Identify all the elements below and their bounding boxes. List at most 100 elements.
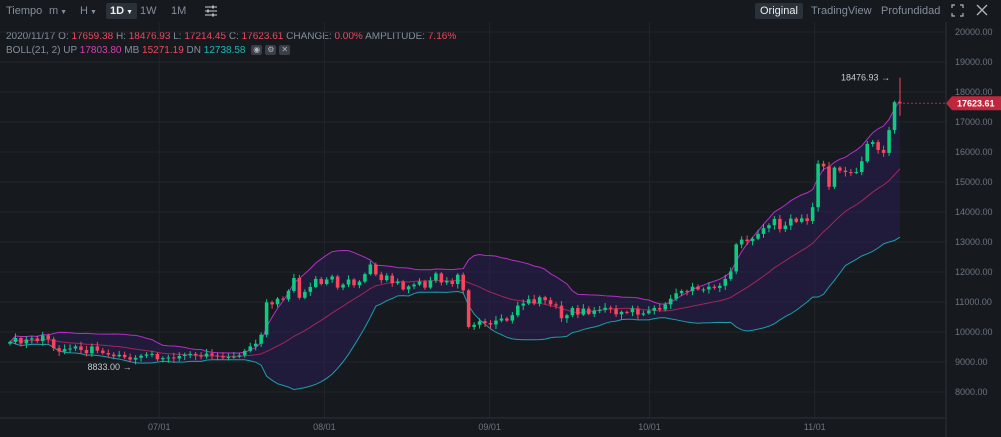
candle — [352, 278, 356, 288]
high-value: 18476.93 — [128, 31, 171, 42]
candle-body — [881, 149, 886, 153]
candle-body — [668, 298, 673, 305]
view-original-tab[interactable]: Original — [755, 3, 803, 19]
candle-body — [799, 218, 804, 222]
candle — [783, 221, 788, 233]
candle-body — [728, 271, 733, 279]
candle-body — [723, 278, 728, 286]
boll-band-fill — [10, 100, 900, 390]
candle — [101, 347, 105, 355]
candle — [603, 303, 607, 313]
open-label: O: — [58, 31, 69, 42]
candle — [461, 272, 465, 295]
candle — [292, 273, 296, 293]
candle — [84, 345, 89, 357]
candle-body — [739, 239, 744, 245]
interval-1d-button[interactable]: 1D ▼ — [106, 3, 137, 19]
bollinger-band — [9, 100, 901, 391]
candle — [434, 271, 438, 283]
x-axis: 07/01 08/01 09/01 10/01 11/01 — [148, 422, 826, 432]
candle-body — [625, 311, 629, 313]
candle-body — [663, 304, 667, 310]
candle — [892, 100, 897, 134]
candle-body — [876, 142, 880, 150]
candle-body — [259, 334, 263, 344]
candle — [608, 305, 613, 314]
candle-body — [406, 286, 411, 290]
interval-minutes-button[interactable]: m ▼ — [49, 3, 67, 19]
candle-body — [608, 307, 613, 309]
dropdown-arrow-icon: ▼ — [60, 9, 68, 16]
candle — [319, 276, 324, 286]
candle-body — [843, 170, 848, 173]
candle-body — [335, 276, 340, 288]
candle — [860, 156, 864, 176]
candle-body — [341, 284, 345, 288]
candle-body — [898, 102, 902, 104]
fullscreen-icon[interactable] — [951, 4, 964, 20]
high-label: H: — [115, 31, 126, 42]
candle-body — [778, 218, 782, 230]
candle-body — [439, 273, 444, 283]
candle-body — [772, 218, 777, 226]
candle-body — [614, 308, 618, 315]
candle-body — [756, 233, 760, 239]
low-label: L: — [173, 31, 182, 42]
close-icon[interactable]: ✕ — [279, 45, 291, 56]
candle — [35, 335, 40, 343]
candle-body — [674, 293, 678, 299]
candle-body — [434, 273, 438, 281]
candle — [243, 348, 247, 358]
close-label: C: — [228, 31, 239, 42]
candle — [19, 336, 23, 347]
candle-body — [84, 350, 89, 354]
candle-body — [461, 274, 465, 291]
y-tick-label: 8000.00 — [955, 387, 988, 397]
interval-1m-button[interactable]: 1M — [171, 5, 187, 17]
candle-body — [849, 172, 853, 174]
candle — [586, 306, 591, 316]
interval-1w-button[interactable]: 1W — [140, 5, 157, 17]
view-tradingview-tab[interactable]: TradingView — [811, 5, 872, 17]
view-depth-tab[interactable]: Profundidad — [881, 5, 941, 17]
boll-legend: BOLL(21, 2) UP 17803.80 MB 15271.19 DN 1… — [6, 45, 291, 56]
candle — [122, 351, 127, 359]
sliders-icon[interactable] — [204, 4, 218, 20]
x-tick-label: 07/01 — [148, 422, 171, 432]
candle — [8, 340, 12, 346]
candle — [395, 278, 400, 285]
candle — [264, 299, 269, 338]
candle-body — [630, 308, 635, 313]
candle-body — [330, 276, 334, 280]
candle-body — [368, 264, 373, 275]
candle-body — [521, 303, 526, 306]
eye-icon[interactable]: ◉ — [251, 45, 263, 56]
candle-body — [177, 356, 182, 359]
candle-body — [193, 353, 198, 356]
interval-hours-button[interactable]: H ▼ — [80, 3, 97, 19]
candle — [723, 274, 728, 290]
candle — [237, 352, 242, 359]
candle — [707, 282, 711, 294]
candle — [139, 354, 143, 362]
close-icon[interactable] — [976, 4, 988, 20]
candle — [756, 229, 760, 241]
candle-body — [789, 218, 793, 226]
candle — [374, 262, 378, 277]
candle-body — [384, 275, 389, 281]
candle-body — [253, 343, 258, 347]
candle — [155, 352, 160, 362]
boll-up-value: 17803.80 — [79, 45, 122, 56]
candle-body — [499, 318, 504, 321]
candle — [761, 224, 766, 238]
candle-body — [734, 244, 738, 272]
candle-body — [363, 274, 367, 282]
candle — [308, 282, 313, 296]
candle-body — [685, 290, 689, 292]
x-tick-label: 09/01 — [478, 422, 501, 432]
gear-icon[interactable]: ⚙ — [265, 45, 277, 56]
candle-body — [35, 338, 40, 341]
time-label[interactable]: Tiempo — [6, 5, 43, 17]
candle-series — [8, 77, 902, 365]
candle-body — [690, 286, 695, 292]
